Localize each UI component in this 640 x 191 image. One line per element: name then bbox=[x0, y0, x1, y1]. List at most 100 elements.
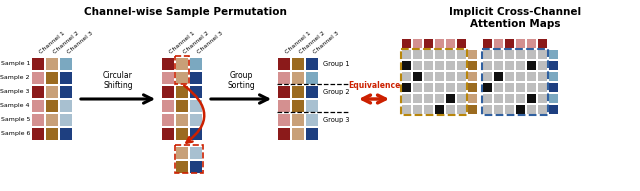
Bar bbox=[278, 72, 290, 84]
Bar bbox=[32, 86, 44, 98]
Bar bbox=[435, 50, 444, 59]
Bar bbox=[402, 105, 411, 114]
Bar bbox=[413, 72, 422, 81]
Bar bbox=[402, 39, 411, 48]
Bar bbox=[60, 128, 72, 140]
Bar bbox=[190, 161, 202, 173]
Text: Channel 3: Channel 3 bbox=[312, 31, 340, 55]
Bar bbox=[190, 86, 202, 98]
Bar bbox=[435, 83, 444, 92]
Bar bbox=[60, 72, 72, 84]
Bar bbox=[527, 39, 536, 48]
Bar bbox=[175, 56, 189, 84]
Bar bbox=[162, 100, 174, 112]
Bar bbox=[483, 39, 492, 48]
Bar bbox=[402, 83, 411, 92]
Bar bbox=[457, 72, 466, 81]
Bar bbox=[483, 105, 492, 114]
Bar bbox=[32, 72, 44, 84]
Bar bbox=[292, 100, 304, 112]
Bar bbox=[176, 72, 188, 84]
Bar bbox=[292, 86, 304, 98]
Bar bbox=[457, 50, 466, 59]
Bar bbox=[292, 114, 304, 126]
Bar bbox=[505, 50, 514, 59]
Bar bbox=[538, 105, 547, 114]
Bar bbox=[402, 50, 411, 59]
Bar bbox=[516, 83, 525, 92]
Bar bbox=[435, 94, 444, 103]
Bar bbox=[483, 94, 492, 103]
Bar bbox=[413, 50, 422, 59]
Bar bbox=[468, 61, 477, 70]
Bar bbox=[538, 94, 547, 103]
Bar bbox=[60, 58, 72, 70]
Bar bbox=[60, 86, 72, 98]
Bar bbox=[527, 72, 536, 81]
Bar bbox=[446, 105, 455, 114]
Text: Sample 6: Sample 6 bbox=[1, 131, 30, 137]
Bar bbox=[60, 114, 72, 126]
Bar bbox=[494, 83, 503, 92]
Bar bbox=[424, 39, 433, 48]
Bar bbox=[190, 128, 202, 140]
Bar bbox=[424, 105, 433, 114]
Text: Channel 3: Channel 3 bbox=[196, 31, 223, 55]
Bar bbox=[527, 105, 536, 114]
Text: Channel 1: Channel 1 bbox=[284, 31, 312, 55]
Bar bbox=[516, 72, 525, 81]
Bar bbox=[527, 94, 536, 103]
Bar bbox=[538, 72, 547, 81]
Bar bbox=[190, 58, 202, 70]
Bar bbox=[46, 100, 58, 112]
Bar bbox=[292, 58, 304, 70]
Bar bbox=[527, 61, 536, 70]
Bar bbox=[538, 61, 547, 70]
Text: Implicit Cross-Channel
Attention Maps: Implicit Cross-Channel Attention Maps bbox=[449, 7, 581, 29]
Bar bbox=[505, 94, 514, 103]
Bar bbox=[162, 114, 174, 126]
Bar bbox=[494, 105, 503, 114]
Text: Sample 5: Sample 5 bbox=[1, 117, 30, 122]
Bar bbox=[457, 94, 466, 103]
Bar bbox=[424, 72, 433, 81]
Bar bbox=[190, 114, 202, 126]
Bar bbox=[482, 49, 548, 115]
Bar bbox=[60, 100, 72, 112]
Bar bbox=[278, 86, 290, 98]
Text: Circular
Shifting: Circular Shifting bbox=[103, 71, 133, 90]
Bar bbox=[435, 105, 444, 114]
Bar bbox=[549, 83, 558, 92]
Text: Group 2: Group 2 bbox=[323, 89, 349, 95]
Bar bbox=[516, 39, 525, 48]
Bar bbox=[549, 50, 558, 59]
Bar bbox=[505, 39, 514, 48]
Bar bbox=[402, 61, 411, 70]
Bar bbox=[457, 61, 466, 70]
Bar bbox=[413, 39, 422, 48]
Bar bbox=[457, 83, 466, 92]
Bar bbox=[446, 61, 455, 70]
Bar bbox=[549, 105, 558, 114]
Bar bbox=[446, 83, 455, 92]
Bar bbox=[505, 72, 514, 81]
Bar bbox=[46, 86, 58, 98]
Bar bbox=[424, 61, 433, 70]
Bar bbox=[306, 58, 318, 70]
Text: Sample 2: Sample 2 bbox=[1, 75, 30, 80]
Bar bbox=[494, 61, 503, 70]
Bar bbox=[446, 39, 455, 48]
Bar bbox=[162, 72, 174, 84]
Text: Channel 3: Channel 3 bbox=[66, 31, 93, 55]
Bar bbox=[306, 128, 318, 140]
Bar bbox=[446, 94, 455, 103]
Bar bbox=[468, 105, 477, 114]
Bar bbox=[292, 128, 304, 140]
Bar bbox=[175, 145, 203, 173]
Bar bbox=[494, 94, 503, 103]
Text: Group 3: Group 3 bbox=[323, 117, 349, 123]
Bar bbox=[32, 128, 44, 140]
Bar bbox=[468, 50, 477, 59]
Text: Sample 3: Sample 3 bbox=[1, 90, 30, 95]
Bar bbox=[306, 100, 318, 112]
